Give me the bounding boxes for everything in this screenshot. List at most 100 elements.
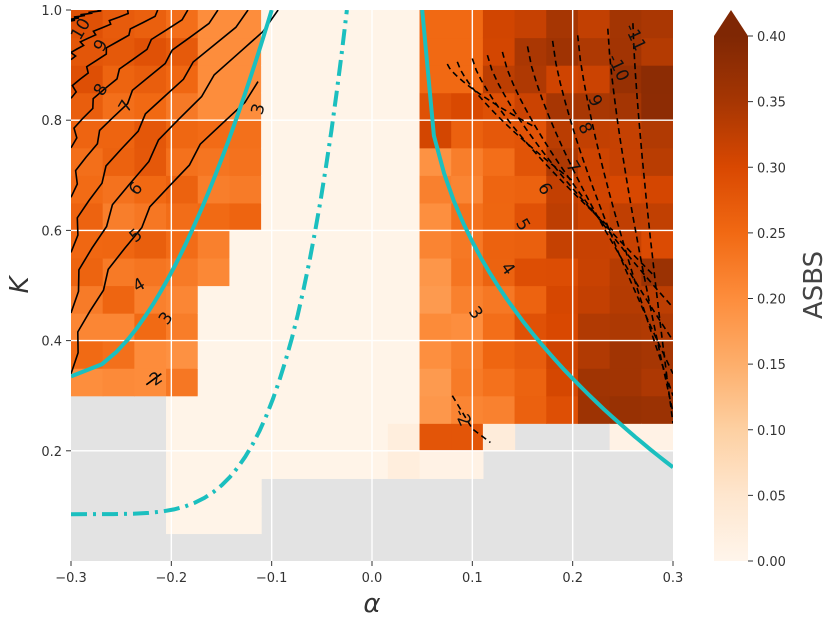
heatmap-cell — [261, 37, 294, 66]
contour-line-negative — [446, 63, 533, 127]
heatmap-cell — [197, 313, 231, 342]
y-tick-label: 0.8 — [41, 114, 62, 129]
heatmap-cell — [292, 450, 326, 479]
heatmap-cell — [641, 10, 673, 39]
heatmap-cell — [451, 313, 484, 342]
heatmap-cell — [419, 65, 452, 94]
heatmap-cell — [102, 285, 135, 314]
heatmap-cell — [419, 395, 452, 424]
heatmap-cell — [134, 230, 167, 259]
contour-lines — [71, 10, 673, 517]
heatmap-cell — [324, 285, 357, 314]
heatmap-cell — [419, 230, 452, 259]
heatmap-cell — [261, 65, 294, 94]
heatmap-cell — [482, 395, 516, 424]
heatmap-cell — [546, 92, 579, 121]
colorbar-tick-label: 0.35 — [757, 96, 786, 111]
heatmap-cell — [261, 202, 294, 231]
y-axis-label: K — [5, 275, 35, 294]
heatmap-cell — [419, 202, 452, 231]
heatmap-cell — [641, 395, 673, 424]
heatmap-cell — [514, 10, 547, 39]
heatmap-cell — [419, 423, 452, 452]
heatmap-cell — [387, 257, 421, 287]
heatmap-cell — [609, 10, 642, 39]
heatmap-cell — [609, 368, 642, 397]
heatmap-cell — [102, 120, 135, 149]
y-tick-label: 1.0 — [41, 4, 62, 19]
heatmap-cell — [387, 37, 421, 66]
colorbar-extend-arrow — [714, 10, 748, 36]
heatmap-cell — [387, 340, 421, 369]
heatmap-cell — [577, 230, 611, 259]
contour-line-positive — [71, 10, 130, 61]
heatmap-cell — [451, 10, 484, 39]
heatmap-cell — [451, 368, 484, 397]
heatmap-cell — [514, 368, 547, 397]
heatmap-cell — [197, 230, 231, 259]
heatmap-cell — [641, 65, 673, 94]
heatmap-cell — [229, 423, 262, 452]
heatmap-cell — [482, 175, 516, 204]
heatmap-cell — [482, 202, 516, 231]
heatmap-cell — [451, 257, 484, 287]
heatmap-cell — [229, 478, 262, 507]
heatmap-cell — [261, 230, 294, 259]
heatmap-cell — [324, 313, 357, 342]
colorbar-tick-label: 0.05 — [757, 489, 786, 504]
heatmap-cell — [514, 65, 547, 94]
heatmap-cell — [134, 65, 167, 94]
contour-line-negative — [632, 23, 673, 424]
heatmap-cell — [546, 285, 579, 314]
heatmap-cell — [197, 65, 231, 94]
heatmap-cell — [197, 450, 231, 479]
heatmap-cell — [197, 505, 231, 535]
heatmap-cell — [71, 37, 104, 66]
heatmap-cell — [229, 505, 262, 535]
heatmap-cell — [324, 450, 357, 479]
heatmap-cell — [546, 120, 579, 149]
heatmap-cell — [324, 147, 357, 176]
heatmap-cell — [419, 257, 452, 287]
contour-line-negative — [486, 54, 654, 276]
heatmap-cell — [71, 92, 104, 121]
heatmap-cell — [292, 147, 326, 176]
heatmap-cell — [641, 175, 673, 204]
heatmap-cell — [387, 423, 421, 452]
heatmap-cell — [451, 65, 484, 94]
heatmap-cell — [387, 368, 421, 397]
heatmap-cell — [641, 202, 673, 231]
heatmap-cell — [71, 10, 104, 39]
boundary-curve-right — [420, 10, 673, 469]
boundary-curve-dashdot — [71, 10, 349, 517]
heatmap-cell — [641, 257, 673, 287]
heatmap-cell — [261, 395, 294, 424]
heatmap-cell — [419, 313, 452, 342]
heatmap-cell — [546, 37, 579, 66]
heatmap-cell — [514, 230, 547, 259]
heatmap-cell — [324, 395, 357, 424]
heatmap-cell — [229, 368, 262, 397]
heatmap-cell — [134, 340, 167, 369]
heatmap-cell — [482, 368, 516, 397]
heatmap-cell — [387, 202, 421, 231]
heatmap-cell — [419, 92, 452, 121]
heatmap-cell — [134, 202, 167, 231]
heatmap-cell — [577, 37, 611, 66]
heatmap-cell — [546, 313, 579, 342]
heatmap-cell — [261, 175, 294, 204]
heatmap-cell — [71, 230, 104, 259]
heatmap-cell — [641, 147, 673, 176]
heatmap-cell — [482, 147, 516, 176]
x-tick-label: 0.1 — [462, 571, 483, 586]
heatmap-cell — [71, 313, 104, 342]
heatmap-cell — [229, 230, 262, 259]
heatmap-cell — [641, 37, 673, 66]
heatmap-cell — [514, 257, 547, 287]
heatmap-cell — [419, 340, 452, 369]
heatmap-cell — [387, 230, 421, 259]
heatmap-cell — [514, 285, 547, 314]
heatmap-cell — [134, 257, 167, 287]
heatmap-cell — [292, 175, 326, 204]
